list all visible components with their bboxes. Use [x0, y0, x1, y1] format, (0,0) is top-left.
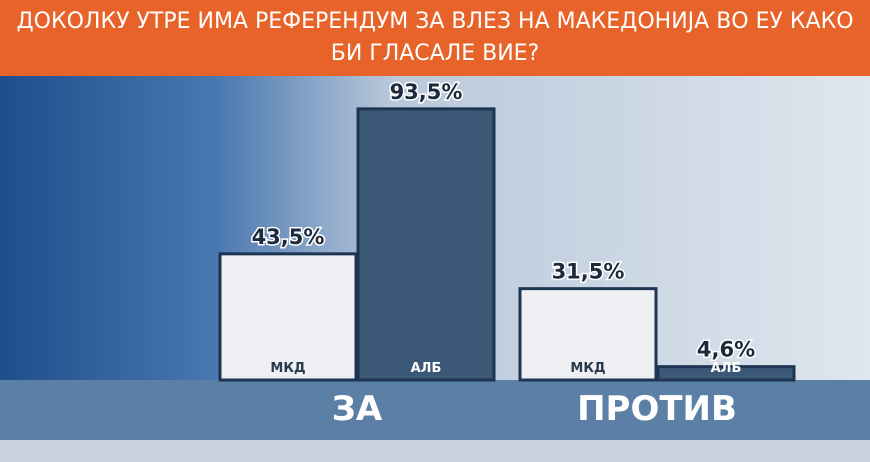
series-label: МКД	[570, 361, 605, 376]
series-label: АЛБ	[711, 361, 742, 376]
series-label: АЛБ	[411, 361, 442, 376]
chart-title: ДОКОЛКУ УТРЕ ИМА РЕФЕРЕНДУМ ЗА ВЛЕЗ НА М…	[16, 9, 854, 66]
value-label: 31,5%	[552, 260, 625, 284]
value-label: 4,6%	[697, 338, 755, 362]
category-label: ПРОТИВ	[577, 389, 737, 429]
bar	[218, 252, 358, 382]
value-label: 93,5%	[390, 80, 463, 104]
title-band: ДОКОЛКУ УТРЕ ИМА РЕФЕРЕНДУМ ЗА ВЛЕЗ НА М…	[0, 0, 870, 76]
value-label: 43,5%	[252, 225, 325, 249]
category-band	[0, 380, 870, 440]
bar	[656, 365, 796, 382]
bar	[518, 287, 658, 382]
footer-band	[0, 440, 870, 462]
bar	[356, 107, 496, 382]
series-label: МКД	[270, 361, 305, 376]
category-label: ЗА	[332, 389, 383, 429]
